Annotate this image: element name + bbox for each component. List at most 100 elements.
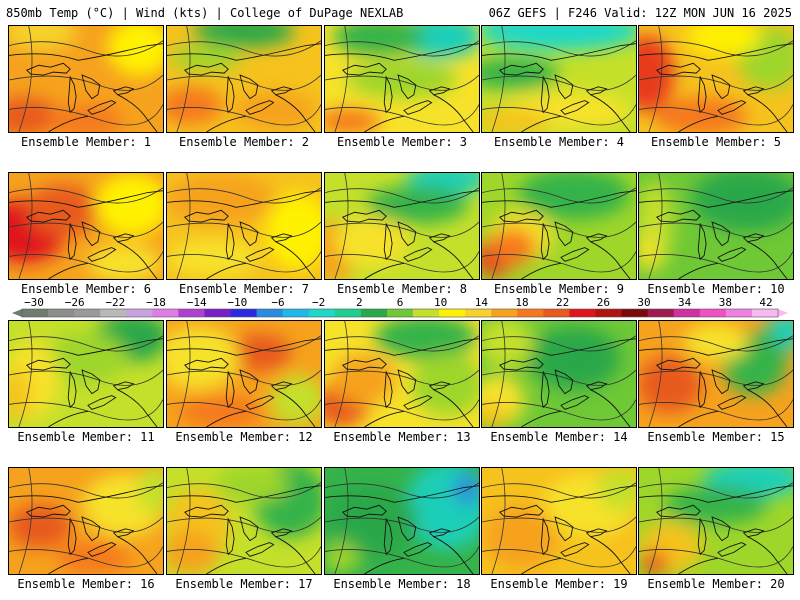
temperature-region <box>640 550 669 574</box>
geographic-outline <box>81 369 101 395</box>
ensemble-panel <box>8 467 164 575</box>
geographic-outline <box>239 221 259 247</box>
colorbar-swatch <box>178 309 205 317</box>
height-contour <box>334 173 349 279</box>
colorbar-swatch <box>725 309 753 317</box>
colorbar-swatch <box>517 309 544 317</box>
colorbar-tick-label: −22 <box>105 296 125 309</box>
geographic-outline <box>117 241 158 279</box>
colorbar-swatch <box>386 309 414 317</box>
geographic-outline <box>742 381 765 391</box>
colorbar-swatch <box>74 309 101 317</box>
colorbar-tick-label: −14 <box>187 296 207 309</box>
height-contour <box>639 335 793 352</box>
colorbar-swatch <box>100 309 127 317</box>
geographic-outline <box>167 190 321 208</box>
geographic-outline <box>67 370 77 409</box>
map-title: 850mb Temp (°C) | Wind (kts) | College o… <box>6 6 404 20</box>
height-contour <box>491 468 506 574</box>
temperature-region <box>483 505 558 569</box>
geographic-outline <box>275 389 316 427</box>
ensemble-panel <box>638 320 794 428</box>
temperature-region <box>332 26 426 56</box>
ensemble-panel <box>481 25 637 133</box>
geographic-outline <box>747 94 788 132</box>
geographic-outline <box>112 528 135 538</box>
height-contour <box>482 187 636 204</box>
height-contour <box>176 321 191 427</box>
colorbar-swatch <box>256 309 284 317</box>
height-contour <box>167 40 321 57</box>
temperature-region <box>489 228 536 267</box>
height-contour <box>482 251 636 273</box>
height-contour <box>491 173 506 279</box>
ensemble-member-label: Ensemble Member: 4 <box>493 135 625 149</box>
geographic-outline <box>364 115 405 132</box>
temperature-region <box>9 504 73 549</box>
geographic-outline <box>81 74 101 100</box>
ensemble-panel <box>8 172 164 280</box>
geographic-outline <box>397 516 417 542</box>
temperature-region <box>654 97 747 132</box>
colorbar-swatch <box>465 309 492 317</box>
geographic-outline <box>521 115 562 132</box>
ensemble-panel <box>638 172 794 280</box>
temperature-map <box>482 468 636 574</box>
height-contour <box>491 321 506 427</box>
ensemble-panel <box>166 320 322 428</box>
height-contour <box>176 26 191 132</box>
geographic-outline <box>245 100 275 115</box>
temperature-map <box>167 173 321 279</box>
geographic-outline <box>183 357 229 371</box>
colorbar-tick-label: −6 <box>271 296 284 309</box>
geographic-outline <box>183 209 229 223</box>
colorbar-tick-label: 42 <box>759 296 772 309</box>
geographic-outline <box>655 357 701 371</box>
geographic-outline <box>167 485 321 503</box>
height-contour <box>334 468 349 574</box>
temperature-region <box>87 244 162 279</box>
colorbar-swatch <box>621 309 649 317</box>
geographic-outline <box>585 86 608 96</box>
height-contour <box>325 369 479 386</box>
geographic-outline <box>585 233 608 243</box>
geographic-outline <box>433 94 474 132</box>
geographic-outline <box>9 190 163 208</box>
geographic-outline <box>639 43 793 61</box>
temperature-region <box>167 238 260 277</box>
geographic-outline <box>560 247 590 262</box>
temperature-map <box>9 468 163 574</box>
colorbar-swatch <box>282 309 310 317</box>
geographic-outline <box>206 115 247 132</box>
geographic-outline <box>206 410 247 427</box>
temperature-region <box>136 468 163 515</box>
height-contour <box>482 74 636 91</box>
temperature-region <box>683 323 749 362</box>
colorbar-tick-label: 34 <box>678 296 692 309</box>
colorbar-swatch <box>751 309 779 317</box>
geographic-outline <box>325 485 479 503</box>
height-contour <box>639 221 793 238</box>
geographic-outline <box>540 517 550 556</box>
ensemble-member-label: Ensemble Member: 2 <box>178 135 310 149</box>
height-contour <box>639 187 793 204</box>
colorbar-tick-label: −10 <box>227 296 247 309</box>
geographic-outline <box>521 262 562 279</box>
geographic-outline <box>585 528 608 538</box>
geographic-outline <box>206 557 247 574</box>
geographic-outline <box>433 536 474 574</box>
colorbar-tick-label: 10 <box>434 296 447 309</box>
height-contour <box>639 546 793 568</box>
colorbar-swatch <box>439 309 466 317</box>
temperature-colorbar: −30 −26 −22 −18 −14 −10 −6 −2 2 6 10 14 18 22 26 30 34 38… <box>12 296 788 318</box>
temperature-region <box>346 59 458 99</box>
geographic-outline <box>87 100 117 115</box>
geographic-outline <box>167 338 321 356</box>
geographic-outline <box>225 370 235 409</box>
ensemble-member-label: Ensemble Member: 10 <box>647 282 785 296</box>
ensemble-panel <box>324 25 480 133</box>
temperature-map <box>325 321 479 427</box>
colorbar-tick-label: 6 <box>397 296 404 309</box>
geographic-outline <box>341 504 387 518</box>
geographic-outline <box>67 75 77 114</box>
